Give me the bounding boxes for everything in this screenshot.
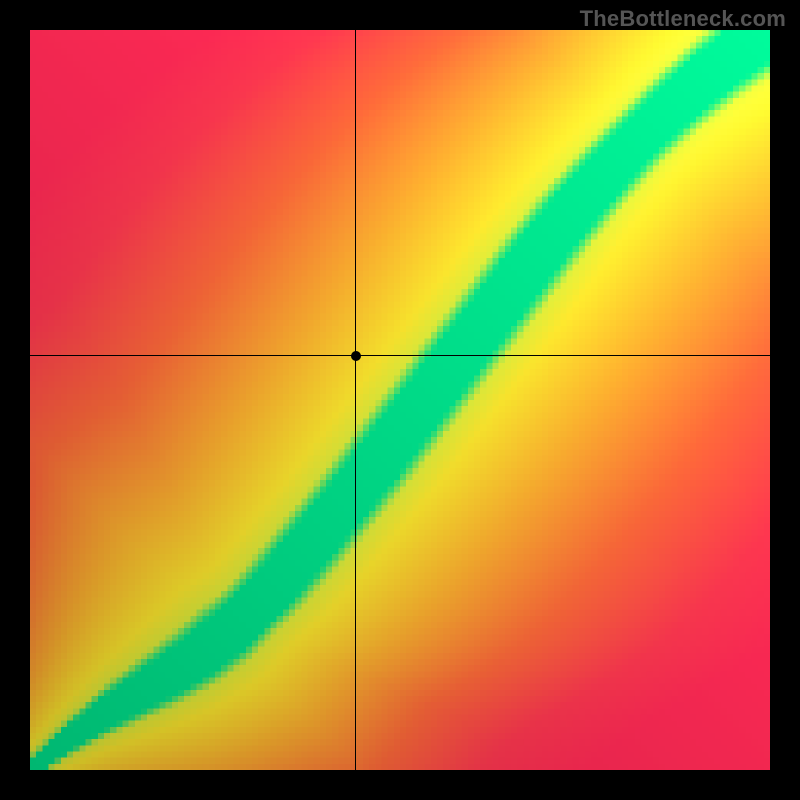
crosshair-dot — [351, 351, 361, 361]
crosshair-horizontal — [30, 355, 770, 356]
watermark-text: TheBottleneck.com — [580, 6, 786, 32]
bottleneck-heatmap — [30, 30, 770, 770]
crosshair-vertical — [355, 30, 356, 770]
heatmap-canvas — [30, 30, 770, 770]
